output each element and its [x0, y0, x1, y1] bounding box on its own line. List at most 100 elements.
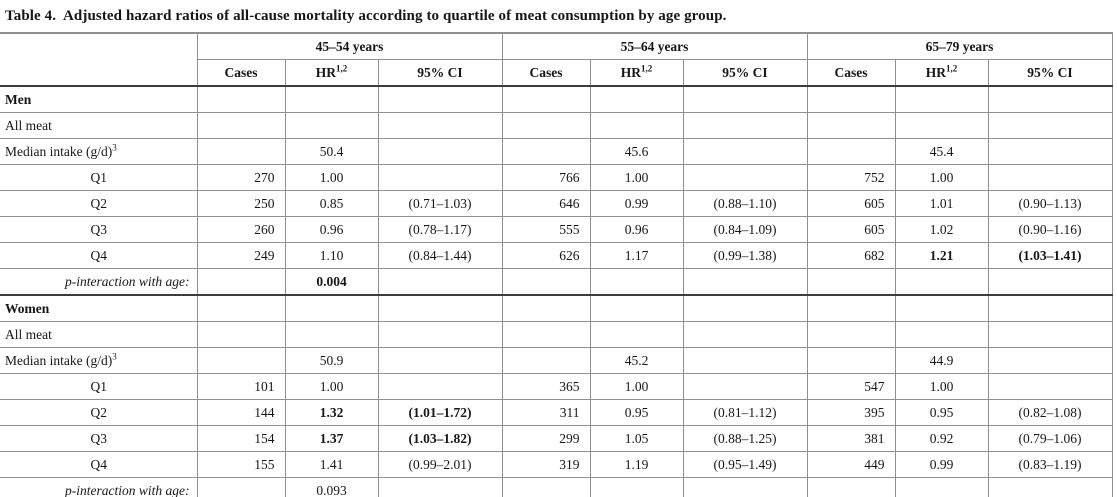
sub-header-row: Cases HR1,2 95% CI Cases HR1,2 95% CI Cases HR1… [0, 59, 1113, 87]
cell-hr: 1.00 [284, 373, 379, 400]
cell-ci: (0.81–1.12) [682, 399, 808, 426]
column-header-cases: Cases [196, 59, 286, 87]
cell-hr [284, 85, 379, 113]
age-group-header-55-64: 55–64 years [501, 32, 808, 60]
cell-cases: 270 [196, 164, 286, 191]
cell-ci [682, 373, 808, 400]
row-label: Q3 [0, 216, 198, 243]
cell-hr: 1.00 [894, 373, 989, 400]
row-label: Q4 [0, 451, 198, 478]
cell-hr: 1.37 [284, 425, 379, 452]
table-row: Q2 250 0.85 (0.71–1.03) 646 0.99 (0.88–1.10) 60… [0, 190, 1113, 217]
cell-cases [806, 347, 896, 374]
cell-cases [196, 85, 286, 113]
age-group-header-45-54: 45–54 years [196, 32, 503, 60]
cell-ci [377, 112, 503, 139]
table-row: Q4 249 1.10 (0.84–1.44) 626 1.17 (0.99–1.38) 68… [0, 242, 1113, 269]
cell-cases [806, 138, 896, 165]
row-label-text: p-interaction with age: [65, 482, 190, 497]
cell-hr: 1.00 [589, 164, 684, 191]
cell-hr: 1.21 [894, 242, 989, 269]
row-label: Median intake (g/d)3 [0, 138, 198, 165]
cell-cases [196, 138, 286, 165]
table-row: Q4 155 1.41 (0.99–2.01) 319 1.19 (0.95–1.49) 44… [0, 451, 1113, 478]
row-label-text: Q1 [90, 169, 108, 185]
cell-ci [987, 347, 1113, 374]
column-header-cases: Cases [806, 59, 896, 87]
cell-ci: (0.79–1.06) [987, 425, 1113, 452]
cell-hr [284, 112, 379, 139]
cell-hr [894, 85, 989, 113]
age-group-header-65-79: 65–79 years [806, 32, 1113, 60]
column-header-label: 95% CI [722, 64, 768, 80]
cell-cases [196, 477, 286, 497]
cell-cases: 646 [501, 190, 591, 217]
row-label: Median intake (g/d)3 [0, 347, 198, 374]
cell-cases [196, 347, 286, 374]
cell-ci [682, 477, 808, 497]
cell-ci [987, 268, 1113, 296]
column-header-hr: HR1,2 [589, 59, 684, 87]
cell-cases [501, 477, 591, 497]
row-label: p-interaction with age: [0, 477, 198, 497]
row-label: Q4 [0, 242, 198, 269]
table-row: Men [0, 85, 1113, 113]
cell-hr: 0.093 [284, 477, 379, 497]
row-label-text: Q2 [90, 195, 108, 211]
cell-ci [377, 321, 503, 348]
cell-ci [682, 138, 808, 165]
cell-hr: 1.17 [589, 242, 684, 269]
cell-hr: 1.00 [894, 164, 989, 191]
table-row: Q1 101 1.00 365 1.00 547 1.00 [0, 373, 1113, 400]
cell-cases [196, 112, 286, 139]
cell-ci: (0.95–1.49) [682, 451, 808, 478]
table-row: All meat [0, 112, 1113, 139]
cell-cases: 260 [196, 216, 286, 243]
row-label: Q2 [0, 190, 198, 217]
cell-hr: 50.9 [284, 347, 379, 374]
cell-cases: 682 [806, 242, 896, 269]
cell-ci: (0.84–1.09) [682, 216, 808, 243]
table-row: Q3 260 0.96 (0.78–1.17) 555 0.96 (0.84–1.09) 60… [0, 216, 1113, 243]
cell-hr [894, 112, 989, 139]
cell-cases [501, 268, 591, 296]
cell-hr: 0.99 [589, 190, 684, 217]
footnote-marker: 3 [112, 142, 117, 152]
column-header-ci: 95% CI [987, 59, 1113, 87]
cell-hr [284, 294, 379, 322]
cell-hr [589, 85, 684, 113]
table-title: Table 4. Adjusted hazard ratios of all-c… [5, 8, 727, 24]
cell-ci [377, 138, 503, 165]
cell-hr [589, 294, 684, 322]
cell-cases [806, 321, 896, 348]
cell-hr: 0.95 [894, 399, 989, 426]
cell-cases: 605 [806, 216, 896, 243]
cell-ci: (0.78–1.17) [377, 216, 503, 243]
cell-cases [501, 347, 591, 374]
cell-ci [377, 268, 503, 296]
row-label-text: Median intake (g/d) [5, 143, 113, 159]
table-row: Q2 144 1.32 (1.01–1.72) 311 0.95 (0.81–1.12) 39… [0, 399, 1113, 426]
cell-ci [682, 268, 808, 296]
row-label-text: Q4 [90, 456, 108, 472]
cell-cases: 381 [806, 425, 896, 452]
cell-hr: 0.99 [894, 451, 989, 478]
cell-hr: 0.004 [284, 268, 379, 296]
cell-ci [682, 347, 808, 374]
cell-cases: 249 [196, 242, 286, 269]
cell-hr [589, 321, 684, 348]
column-header-label: HR [925, 64, 946, 80]
cell-ci: (0.82–1.08) [987, 399, 1113, 426]
cell-hr: 1.10 [284, 242, 379, 269]
cell-hr [894, 268, 989, 296]
cell-ci: (1.01–1.72) [377, 399, 503, 426]
cell-hr [894, 294, 989, 322]
column-header-label: Cases [224, 64, 258, 80]
cell-hr: 1.00 [589, 373, 684, 400]
row-label-text: Q2 [90, 404, 108, 420]
row-label: Q2 [0, 399, 198, 426]
cell-cases [501, 294, 591, 322]
cell-cases: 154 [196, 425, 286, 452]
cell-cases: 626 [501, 242, 591, 269]
